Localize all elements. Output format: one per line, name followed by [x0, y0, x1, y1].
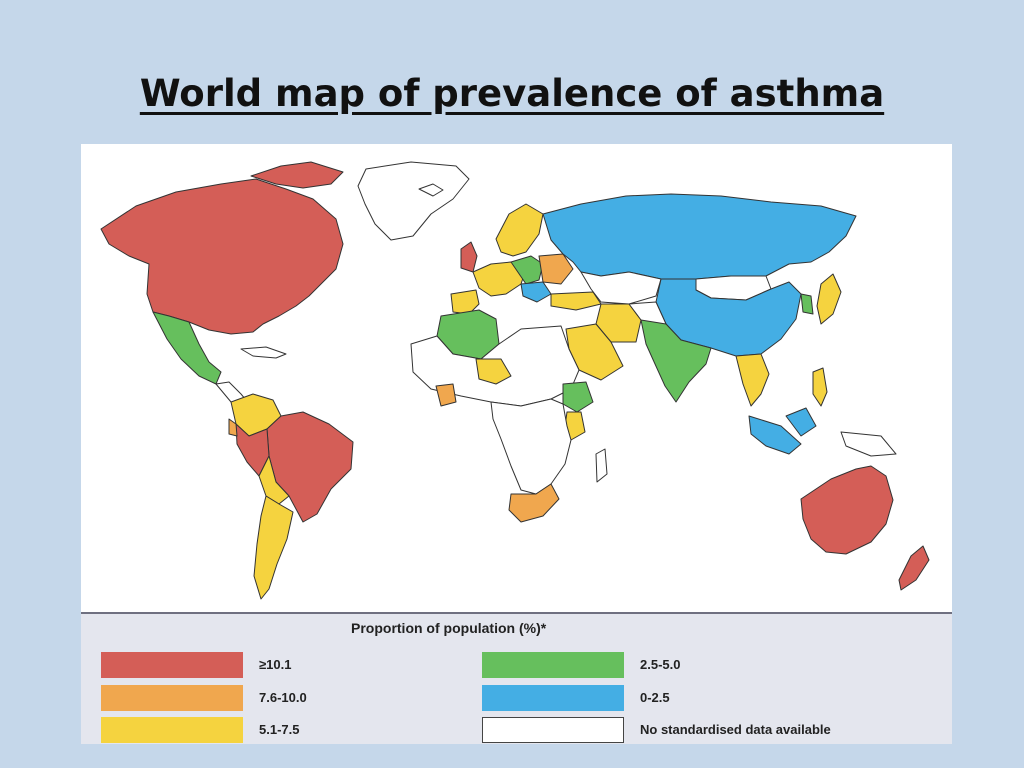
world-map [81, 144, 952, 612]
region-canadian-archipelago [250, 161, 344, 189]
legend-swatch [101, 717, 243, 743]
legend-item-high: 7.6-10.0 [101, 685, 521, 711]
legend-label: 2.5-5.0 [640, 657, 681, 672]
region-southeast-asia [735, 353, 770, 407]
region-iberia [450, 289, 480, 315]
region-kazakhstan [580, 271, 662, 305]
legend-label: 0-2.5 [640, 690, 670, 705]
region-south-africa [508, 483, 560, 523]
region-southern-cone [253, 495, 294, 600]
region-scandinavia [495, 203, 544, 257]
legend-item-moderate: 5.1-7.5 [101, 717, 521, 743]
asthma-map-figure: Proportion of population (%)* ≥10.1 7.6-… [81, 144, 952, 744]
region-russia [542, 193, 857, 280]
legend: Proportion of population (%)* ≥10.1 7.6-… [81, 612, 952, 744]
legend-item-low: 2.5-5.0 [482, 652, 902, 678]
region-balkans [520, 281, 552, 303]
legend-swatch [482, 685, 624, 711]
legend-item-very-high: ≥10.1 [101, 652, 521, 678]
slide-title: World map of prevalence of asthma [139, 72, 885, 115]
region-philippines [812, 367, 828, 407]
region-new-zealand [898, 545, 930, 591]
region-australia [800, 465, 894, 555]
region-korea [800, 293, 814, 315]
legend-label: ≥10.1 [259, 657, 292, 672]
legend-swatch [482, 652, 624, 678]
region-borneo [785, 407, 817, 437]
region-new-guinea [840, 431, 897, 457]
legend-swatch [101, 685, 243, 711]
region-mexico [152, 311, 222, 385]
legend-label: 7.6-10.0 [259, 690, 307, 705]
region-iceland [418, 183, 444, 197]
region-greenland [357, 161, 470, 241]
region-ecuador [228, 418, 238, 437]
region-caribbean [240, 346, 287, 359]
legend-swatch [101, 652, 243, 678]
region-north-america [100, 178, 344, 335]
legend-label: 5.1-7.5 [259, 722, 300, 737]
region-eastern-europe [538, 253, 574, 285]
region-indonesia [748, 415, 802, 455]
region-ethiopia [562, 381, 594, 413]
region-central-africa [490, 398, 572, 495]
legend-item-very-low: 0-2.5 [482, 685, 902, 711]
region-turkey [550, 291, 602, 311]
region-nigeria [475, 358, 512, 385]
region-uk [460, 241, 478, 273]
legend-swatch [482, 717, 624, 743]
region-west-africa [435, 383, 457, 407]
legend-item-no-data: No standardised data available [482, 717, 902, 743]
region-south-asia [640, 319, 712, 403]
region-japan [816, 273, 842, 325]
legend-label: No standardised data available [640, 722, 831, 737]
region-madagascar [595, 448, 608, 483]
legend-title: Proportion of population (%)* [351, 620, 547, 636]
world-map-svg [100, 161, 930, 600]
